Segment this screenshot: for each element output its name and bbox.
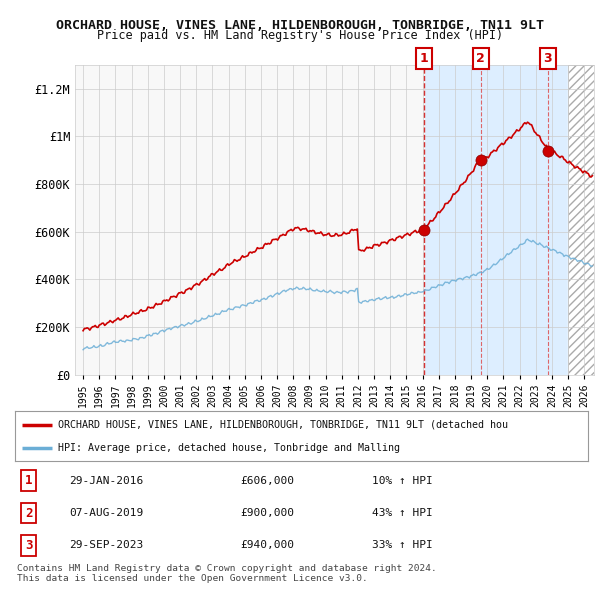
Text: £940,000: £940,000: [240, 540, 294, 550]
Text: 29-JAN-2016: 29-JAN-2016: [69, 476, 143, 486]
Text: 07-AUG-2019: 07-AUG-2019: [69, 508, 143, 518]
Text: 2: 2: [25, 506, 32, 520]
Text: 3: 3: [25, 539, 32, 552]
Bar: [424, 65, 568, 375]
Text: 1: 1: [419, 52, 428, 65]
Text: 2: 2: [476, 52, 485, 65]
Text: 33% ↑ HPI: 33% ↑ HPI: [372, 540, 433, 550]
Bar: [75, 65, 424, 375]
Text: 29-SEP-2023: 29-SEP-2023: [69, 540, 143, 550]
Text: £900,000: £900,000: [240, 508, 294, 518]
Text: 10% ↑ HPI: 10% ↑ HPI: [372, 476, 433, 486]
Text: ORCHARD HOUSE, VINES LANE, HILDENBOROUGH, TONBRIDGE, TN11 9LT (detached hou: ORCHARD HOUSE, VINES LANE, HILDENBOROUGH…: [58, 419, 508, 430]
Text: Price paid vs. HM Land Registry's House Price Index (HPI): Price paid vs. HM Land Registry's House …: [97, 30, 503, 42]
Text: 43% ↑ HPI: 43% ↑ HPI: [372, 508, 433, 518]
Text: HPI: Average price, detached house, Tonbridge and Malling: HPI: Average price, detached house, Tonb…: [58, 443, 400, 453]
Bar: [568, 65, 594, 375]
Text: ORCHARD HOUSE, VINES LANE, HILDENBOROUGH, TONBRIDGE, TN11 9LT: ORCHARD HOUSE, VINES LANE, HILDENBOROUGH…: [56, 19, 544, 32]
Bar: [568, 65, 594, 375]
Text: £606,000: £606,000: [240, 476, 294, 486]
Text: 1: 1: [25, 474, 32, 487]
Text: 3: 3: [544, 52, 552, 65]
Text: Contains HM Land Registry data © Crown copyright and database right 2024.
This d: Contains HM Land Registry data © Crown c…: [17, 563, 437, 583]
